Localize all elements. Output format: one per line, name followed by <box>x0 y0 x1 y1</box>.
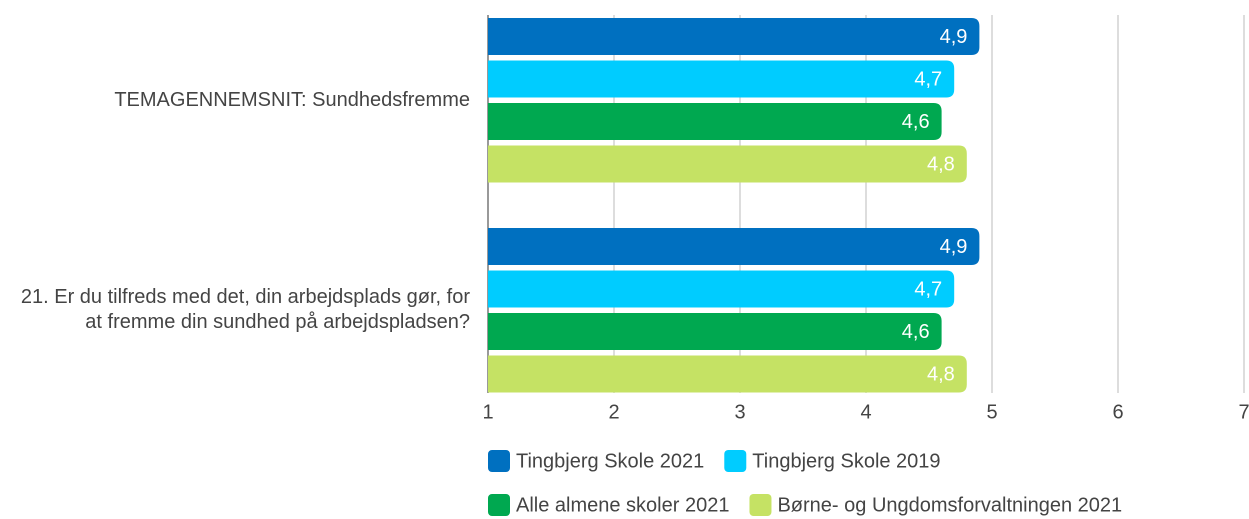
bar <box>488 103 942 140</box>
legend-label: Tingbjerg Skole 2019 <box>752 450 940 472</box>
legend-swatch <box>488 494 510 516</box>
x-tick-label: 7 <box>1238 401 1249 423</box>
bar <box>488 355 967 393</box>
category-label: TEMAGENNEMSNIT: Sundhedsfremme <box>114 88 470 111</box>
legend-label: Børne- og Ungdomsforvaltningen 2021 <box>777 494 1122 516</box>
value-label: 4,9 <box>940 26 968 48</box>
x-tick-label: 1 <box>482 401 493 423</box>
category-label: 21. Er du tilfreds med det, din arbejdsp… <box>20 286 470 334</box>
value-label: 4,6 <box>902 321 930 343</box>
bar <box>488 270 955 308</box>
bar <box>488 60 955 98</box>
bar <box>488 228 980 265</box>
value-label: 4,8 <box>927 153 955 175</box>
legend-label: Alle almene skoler 2021 <box>516 494 729 516</box>
value-label: 4,7 <box>914 68 942 90</box>
bar <box>488 18 980 55</box>
legend-swatch <box>724 450 747 472</box>
x-tick-label: 5 <box>986 401 997 423</box>
value-label: 4,8 <box>927 363 955 385</box>
legend-swatch <box>749 494 772 516</box>
value-label: 4,6 <box>902 111 930 133</box>
value-label: 4,9 <box>940 236 968 258</box>
x-tick-label: 2 <box>608 401 619 423</box>
bar <box>488 145 967 183</box>
bar <box>488 313 942 350</box>
x-tick-label: 4 <box>860 401 871 423</box>
legend-swatch <box>488 450 510 472</box>
legend-label: Tingbjerg Skole 2021 <box>516 450 704 472</box>
x-tick-label: 6 <box>1112 401 1123 423</box>
value-label: 4,7 <box>914 278 942 300</box>
x-tick-label: 3 <box>734 401 745 423</box>
